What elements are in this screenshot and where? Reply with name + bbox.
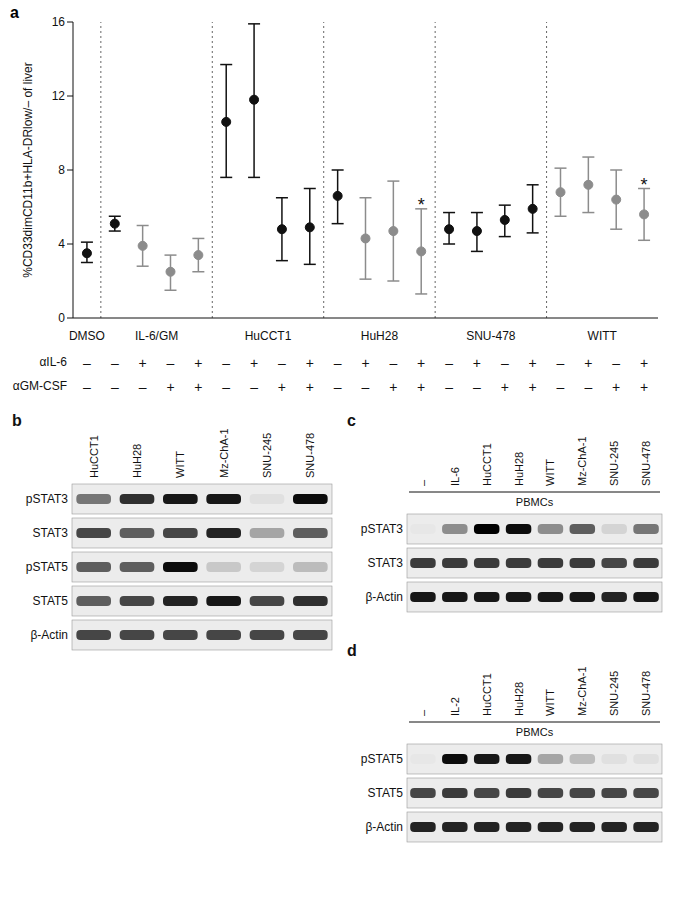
svg-text:WITT: WITT	[544, 689, 556, 716]
svg-text:+: +	[584, 355, 592, 371]
svg-text:PBMCs: PBMCs	[516, 496, 554, 508]
svg-text:+: +	[640, 355, 648, 371]
svg-text:–: –	[111, 355, 119, 371]
svg-text:–: –	[557, 355, 565, 371]
svg-text:β-Actin: β-Actin	[30, 628, 68, 642]
svg-text:+: +	[417, 355, 425, 371]
svg-text:SNU-478: SNU-478	[640, 671, 652, 716]
svg-text:+: +	[473, 355, 481, 371]
svg-text:HuCCT1: HuCCT1	[245, 329, 292, 343]
svg-text:HuCCT1: HuCCT1	[481, 443, 493, 486]
svg-text:+: +	[612, 379, 620, 395]
svg-text:HuH28: HuH28	[513, 452, 525, 486]
svg-text:–: –	[417, 709, 429, 716]
svg-text:–: –	[612, 355, 620, 371]
svg-text:–: –	[278, 355, 286, 371]
svg-text:–: –	[167, 355, 175, 371]
svg-text:WITT: WITT	[174, 451, 186, 478]
svg-text:+: +	[166, 379, 174, 395]
svg-text:HuCCT1: HuCCT1	[481, 673, 493, 716]
svg-text:–: –	[445, 379, 453, 395]
svg-text:–: –	[222, 355, 230, 371]
svg-text:d: d	[347, 642, 357, 659]
svg-text:+: +	[278, 379, 286, 395]
svg-text:HuH28: HuH28	[131, 444, 143, 478]
svg-text:–: –	[501, 355, 509, 371]
svg-text:Mz-ChA-1: Mz-ChA-1	[576, 666, 588, 716]
svg-text:–: –	[334, 379, 342, 395]
svg-text:IL-6: IL-6	[449, 467, 461, 486]
svg-text:STAT5: STAT5	[367, 786, 403, 800]
svg-text:8: 8	[58, 163, 65, 177]
svg-text:*: *	[418, 195, 425, 215]
svg-text:Mz-ChA-1: Mz-ChA-1	[576, 436, 588, 486]
svg-text:c: c	[347, 412, 356, 429]
svg-text:WITT: WITT	[544, 459, 556, 486]
html-text:a: a	[10, 4, 19, 21]
svg-text:+: +	[529, 379, 537, 395]
svg-text:–: –	[139, 379, 147, 395]
svg-text:HuH28: HuH28	[361, 329, 399, 343]
svg-text:+: +	[389, 379, 397, 395]
svg-text:–: –	[584, 379, 592, 395]
svg-text:pSTAT3: pSTAT3	[26, 492, 69, 506]
svg-text:+: +	[501, 379, 509, 395]
svg-text:+: +	[139, 355, 147, 371]
svg-text:SNU-245: SNU-245	[608, 441, 620, 486]
svg-text:4: 4	[58, 237, 65, 251]
svg-text:+: +	[417, 379, 425, 395]
svg-text:+: +	[640, 379, 648, 395]
svg-text:SNU-478: SNU-478	[466, 329, 516, 343]
svg-text:%CD33dimCD11b+HLA-DRlow/– of l: %CD33dimCD11b+HLA-DRlow/– of liver	[21, 62, 35, 278]
svg-text:pSTAT5: pSTAT5	[361, 752, 404, 766]
svg-text:HuH28: HuH28	[513, 682, 525, 716]
svg-text:STAT3: STAT3	[367, 556, 403, 570]
svg-text:WITT: WITT	[588, 329, 618, 343]
svg-text:SNU-245: SNU-245	[261, 433, 273, 478]
svg-text:+: +	[194, 355, 202, 371]
svg-text:SNU-478: SNU-478	[304, 433, 316, 478]
svg-text:–: –	[445, 355, 453, 371]
svg-text:HuCCT1: HuCCT1	[88, 435, 100, 478]
svg-text:pSTAT3: pSTAT3	[361, 522, 404, 536]
svg-text:0: 0	[58, 311, 65, 325]
svg-text:–: –	[417, 479, 429, 486]
svg-text:STAT3: STAT3	[32, 526, 68, 540]
svg-text:–: –	[250, 379, 258, 395]
svg-text:IL-2: IL-2	[449, 697, 461, 716]
svg-text:Mz-ChA-1: Mz-ChA-1	[218, 428, 230, 478]
svg-text:16: 16	[52, 15, 66, 29]
svg-text:β-Actin: β-Actin	[365, 590, 403, 604]
svg-text:–: –	[222, 379, 230, 395]
svg-text:–: –	[557, 379, 565, 395]
svg-text:SNU-245: SNU-245	[608, 671, 620, 716]
svg-text:+: +	[194, 379, 202, 395]
svg-text:+: +	[361, 355, 369, 371]
svg-text:PBMCs: PBMCs	[516, 726, 554, 738]
svg-text:–: –	[83, 379, 91, 395]
svg-text:–: –	[473, 379, 481, 395]
svg-text:–: –	[111, 379, 119, 395]
svg-text:+: +	[306, 379, 314, 395]
svg-text:DMSO: DMSO	[69, 329, 105, 343]
svg-text:b: b	[12, 412, 22, 429]
svg-text:SNU-478: SNU-478	[640, 441, 652, 486]
svg-text:–: –	[334, 355, 342, 371]
svg-text:+: +	[250, 355, 258, 371]
svg-text:IL-6/GM: IL-6/GM	[135, 329, 178, 343]
svg-text:–: –	[362, 379, 370, 395]
svg-text:–: –	[83, 355, 91, 371]
svg-text:αGM-CSF: αGM-CSF	[13, 379, 67, 393]
svg-text:+: +	[529, 355, 537, 371]
svg-text:*: *	[641, 175, 648, 195]
svg-text:STAT5: STAT5	[32, 594, 68, 608]
svg-text:12: 12	[52, 89, 66, 103]
svg-text:–: –	[389, 355, 397, 371]
svg-text:pSTAT5: pSTAT5	[26, 560, 69, 574]
svg-text:αIL-6: αIL-6	[39, 355, 67, 369]
svg-text:+: +	[306, 355, 314, 371]
svg-text:β-Actin: β-Actin	[365, 820, 403, 834]
